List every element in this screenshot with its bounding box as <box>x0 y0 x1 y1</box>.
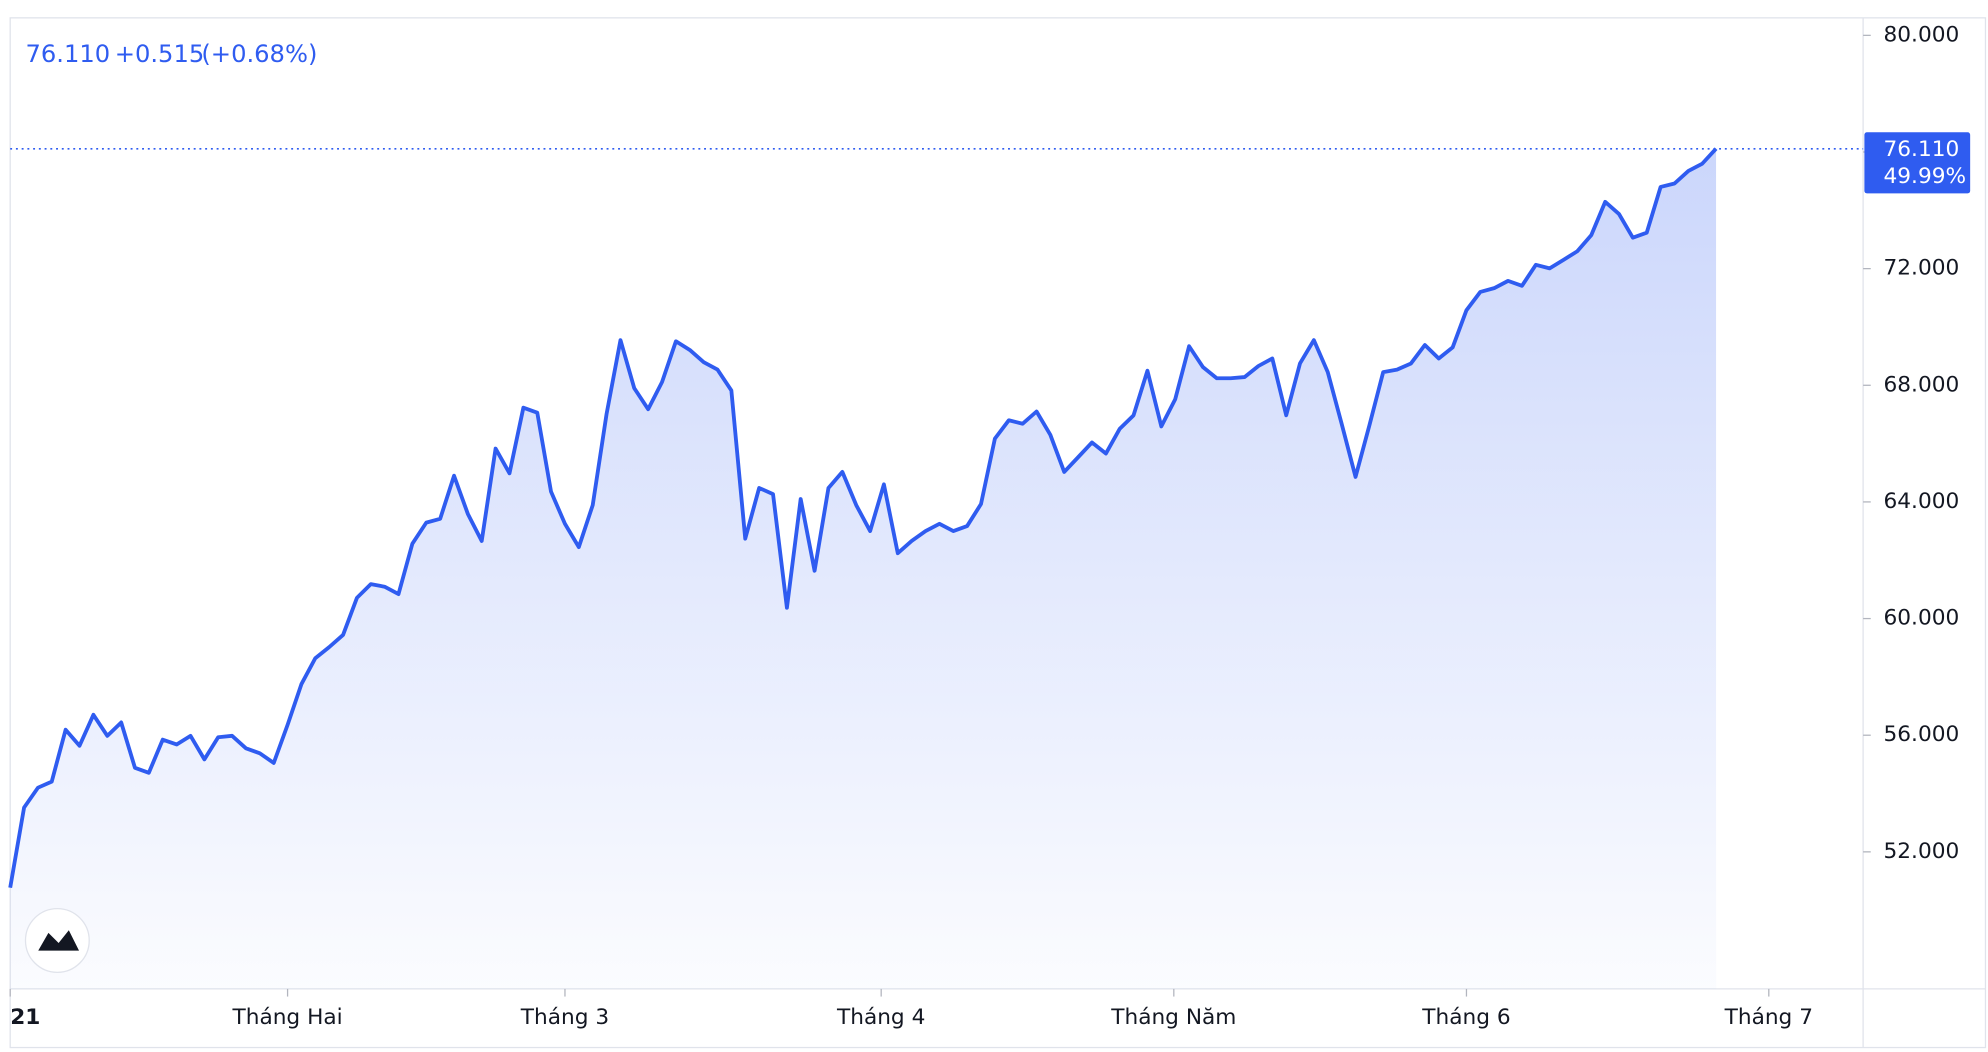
last-price-box <box>1864 132 1971 194</box>
x-tick-label: Tháng 6 <box>1421 1005 1510 1030</box>
y-tick-label: 68.000 <box>1884 372 1960 397</box>
x-tick-label: Tháng 3 <box>520 1005 609 1030</box>
x-tick-label: Tháng 4 <box>836 1005 925 1030</box>
y-tick-label: 52.000 <box>1884 839 1960 864</box>
plot <box>8 147 1864 989</box>
last-price-label: 76.110 <box>1884 137 1960 162</box>
y-tick-label: 72.000 <box>1884 256 1960 281</box>
x-tick-label: Tháng 7 <box>1724 1005 1813 1030</box>
x-tick-label: Tháng Năm <box>1110 1005 1236 1030</box>
area <box>10 148 1717 989</box>
line <box>8 147 1718 889</box>
y-tick-label: 56.000 <box>1884 722 1960 747</box>
last-percent-label: 49.99% <box>1884 164 1967 189</box>
x-tick-label: Tháng Hai <box>231 1005 342 1030</box>
y-tick-label: 64.000 <box>1884 489 1960 514</box>
legend-change: +0.515 <box>115 40 205 68</box>
frame <box>9 17 1987 1049</box>
y-tick-label: 80.000 <box>1884 22 1960 47</box>
logo <box>24 907 90 973</box>
legend-price: 76.110 <box>25 40 110 68</box>
legend-change-percent: (+0.68%) <box>201 40 317 68</box>
x-tick-label: 21 <box>10 1005 40 1030</box>
y-tick-label: 60.000 <box>1884 606 1960 631</box>
